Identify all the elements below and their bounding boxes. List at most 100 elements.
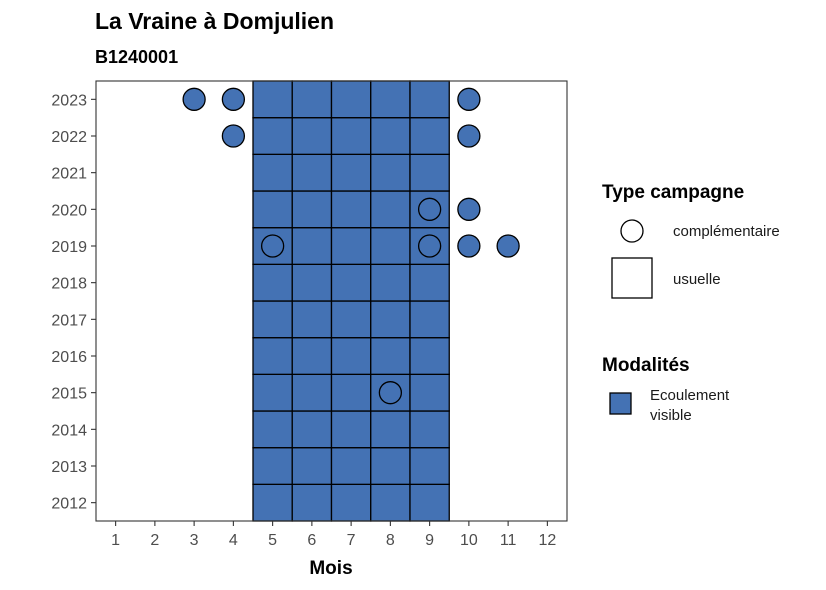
x-tick-label-6: 6	[307, 532, 316, 549]
y-tick-label-2014: 2014	[51, 422, 87, 439]
tile-usuelle-2019-8	[370, 227, 411, 265]
tile-usuelle-2020-6	[291, 190, 333, 229]
tile-usuelle-2014-8	[370, 410, 411, 449]
point-complementaire-2022-4	[221, 124, 246, 148]
legend-usuelle-key	[611, 257, 653, 299]
legend-type-title: Type campagne	[602, 182, 744, 203]
tile-usuelle-2018-5	[252, 263, 293, 302]
tile-usuelle-2021-7	[330, 153, 372, 192]
point-complementaire-2019-10	[457, 234, 481, 258]
tile-usuelle-2014-6	[291, 410, 333, 449]
tile-usuelle-2015-5	[252, 373, 293, 412]
legend-complementaire-key	[620, 219, 644, 243]
point-complementaire-2020-10	[457, 197, 481, 221]
tile-usuelle-2015-7	[330, 373, 372, 412]
legend: Type campagne complémentaire usuelle Mod…	[602, 182, 780, 424]
tile-usuelle-2023-7	[330, 80, 372, 119]
tile-usuelle-2023-5	[252, 80, 293, 119]
tile-usuelle-2022-8	[370, 117, 411, 155]
y-tick-label-2018: 2018	[51, 276, 87, 293]
plot-border	[95, 80, 568, 522]
legend-modalites-title: Modalités	[602, 355, 690, 376]
legend-ecoulement-visible-key	[609, 392, 632, 415]
tile-usuelle-2012-8	[370, 483, 411, 522]
tile-usuelle-2021-5	[252, 153, 293, 192]
point-complementaire-2019-11	[496, 234, 520, 258]
legend-usuelle-label: usuelle	[673, 271, 721, 288]
tile-usuelle-2012-7	[330, 483, 372, 522]
tile-usuelle-2016-9	[409, 337, 450, 375]
tile-usuelle-2022-5	[252, 117, 293, 155]
tile-usuelle-2016-5	[252, 337, 293, 375]
y-tick-label-2017: 2017	[51, 312, 87, 329]
y-tick-label-2015: 2015	[51, 386, 87, 403]
tile-usuelle-2016-6	[291, 337, 333, 375]
tile-usuelle-2013-6	[291, 447, 333, 485]
y-tick-label-2022: 2022	[51, 129, 87, 146]
tile-usuelle-2022-9	[409, 117, 450, 155]
tile-usuelle-2012-9	[409, 483, 450, 522]
y-tick-label-2012: 2012	[51, 496, 87, 513]
tile-usuelle-2019-9	[409, 227, 450, 265]
point-complementaire-2023-10	[457, 87, 481, 111]
chart-title: La Vraine à Domjulien	[95, 8, 334, 34]
x-tick-label-12: 12	[538, 532, 556, 549]
tile-usuelle-2018-9	[409, 263, 450, 302]
y-tick-label-2016: 2016	[51, 349, 87, 366]
tile-usuelle-2017-5	[252, 300, 293, 339]
tile-usuelle-2017-8	[370, 300, 411, 339]
x-tick-label-3: 3	[190, 532, 199, 549]
tile-usuelle-2021-8	[370, 153, 411, 192]
tile-usuelle-2020-7	[330, 190, 372, 229]
x-tick-label-8: 8	[386, 532, 395, 549]
tile-usuelle-2022-6	[291, 117, 333, 155]
point-complementaire-2019-9	[417, 234, 442, 258]
tile-usuelle-2019-7	[330, 227, 372, 265]
x-tick-label-4: 4	[229, 532, 238, 549]
tile-usuelle-2012-6	[291, 483, 333, 522]
tile-usuelle-2018-8	[370, 263, 411, 302]
tile-usuelle-2022-7	[330, 117, 372, 155]
point-complementaire-2015-8	[378, 381, 403, 405]
tile-usuelle-2020-8	[370, 190, 411, 229]
tile-usuelle-2018-7	[330, 263, 372, 302]
tile-usuelle-2014-7	[330, 410, 372, 449]
plot-area: 1 2 3 4 5 6 7 8 9 10 11 122012201320142015201620172…	[51, 80, 568, 549]
tile-usuelle-2013-8	[370, 447, 411, 485]
tile-usuelle-2021-6	[291, 153, 333, 192]
tile-usuelle-2013-5	[252, 447, 293, 485]
tile-usuelle-2012-5	[252, 483, 293, 522]
x-tick-label-10: 10	[460, 532, 478, 549]
x-tick-label-7: 7	[347, 532, 356, 549]
point-complementaire-2023-3	[182, 87, 206, 111]
tile-usuelle-2014-9	[409, 410, 450, 449]
tile-usuelle-2023-8	[370, 80, 411, 119]
legend-ecoulement-label-line1: Ecoulement	[650, 387, 730, 404]
tile-usuelle-2013-9	[409, 447, 450, 485]
chart-subtitle: B1240001	[95, 47, 178, 67]
x-axis-title: Mois	[309, 558, 352, 579]
y-tick-label-2021: 2021	[51, 166, 87, 183]
tile-usuelle-2013-7	[330, 447, 372, 485]
x-tick-label-2: 2	[150, 532, 159, 549]
tile-usuelle-2020-5	[252, 190, 293, 229]
tile-usuelle-2015-9	[409, 373, 450, 412]
tile-usuelle-2023-6	[291, 80, 333, 119]
legend-complementaire-label: complémentaire	[673, 223, 780, 240]
y-tick-label-2013: 2013	[51, 459, 87, 476]
y-tick-label-2020: 2020	[51, 202, 87, 219]
point-complementaire-2019-5	[260, 234, 285, 258]
tile-usuelle-2017-6	[291, 300, 333, 339]
tile-usuelle-2018-6	[291, 263, 333, 302]
tile-usuelle-2016-8	[370, 337, 411, 375]
tile-usuelle-2023-9	[409, 80, 450, 119]
y-tick-label-2023: 2023	[51, 92, 87, 109]
tile-usuelle-2015-6	[291, 373, 333, 412]
tile-usuelle-2019-6	[291, 227, 333, 265]
tile-usuelle-2017-7	[330, 300, 372, 339]
point-complementaire-2022-10	[457, 124, 481, 148]
x-tick-label-5: 5	[268, 532, 277, 549]
tile-usuelle-2014-5	[252, 410, 293, 449]
tile-usuelle-2015-8	[370, 373, 411, 412]
